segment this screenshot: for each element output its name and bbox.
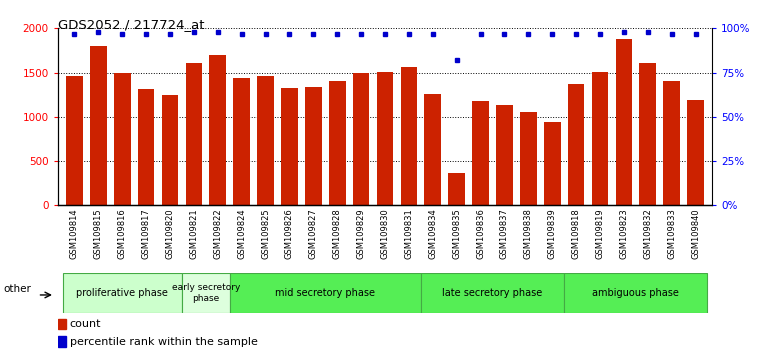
Bar — [138, 90, 155, 205]
Bar — [182, 273, 229, 313]
Text: GDS2052 / 217724_at: GDS2052 / 217724_at — [58, 18, 204, 31]
Bar — [209, 55, 226, 205]
Bar — [472, 101, 489, 205]
Text: percentile rank within the sample: percentile rank within the sample — [69, 337, 257, 347]
Bar — [400, 67, 417, 205]
Bar — [305, 87, 322, 205]
Text: GSM109818: GSM109818 — [571, 209, 581, 259]
Text: GSM109832: GSM109832 — [643, 209, 652, 259]
Bar — [615, 39, 632, 205]
Text: GSM109821: GSM109821 — [189, 209, 199, 259]
Text: GSM109828: GSM109828 — [333, 209, 342, 259]
Bar — [66, 76, 83, 205]
Text: GSM109825: GSM109825 — [261, 209, 270, 259]
Text: GSM109839: GSM109839 — [547, 209, 557, 259]
Text: GSM109836: GSM109836 — [476, 209, 485, 259]
Text: mid secretory phase: mid secretory phase — [276, 288, 375, 298]
Bar — [329, 81, 346, 205]
Text: late secretory phase: late secretory phase — [443, 288, 543, 298]
Bar — [62, 273, 182, 313]
Text: GSM109830: GSM109830 — [380, 209, 390, 259]
Text: GSM109835: GSM109835 — [452, 209, 461, 259]
Bar — [421, 273, 564, 313]
Bar — [564, 273, 708, 313]
Text: early secretory
phase: early secretory phase — [172, 283, 240, 303]
Text: GSM109833: GSM109833 — [667, 209, 676, 259]
Bar — [90, 46, 107, 205]
Text: GSM109822: GSM109822 — [213, 209, 223, 259]
Bar — [448, 172, 465, 205]
Bar — [496, 105, 513, 205]
Bar — [257, 76, 274, 205]
Bar — [377, 72, 393, 205]
Bar — [58, 336, 65, 347]
Text: GSM109831: GSM109831 — [404, 209, 413, 259]
Text: GSM109814: GSM109814 — [70, 209, 79, 259]
Bar — [281, 88, 298, 205]
Text: GSM109829: GSM109829 — [357, 209, 366, 259]
Bar — [663, 81, 680, 205]
Text: GSM109823: GSM109823 — [619, 209, 628, 259]
Bar — [229, 273, 421, 313]
Text: GSM109827: GSM109827 — [309, 209, 318, 259]
Text: GSM109837: GSM109837 — [500, 209, 509, 259]
Text: GSM109840: GSM109840 — [691, 209, 700, 259]
Bar — [544, 122, 561, 205]
Bar — [233, 78, 250, 205]
Text: GSM109817: GSM109817 — [142, 209, 151, 259]
Bar — [114, 73, 131, 205]
Bar — [591, 72, 608, 205]
Text: GSM109819: GSM109819 — [595, 209, 604, 259]
Text: GSM109838: GSM109838 — [524, 209, 533, 259]
Text: GSM109815: GSM109815 — [94, 209, 103, 259]
Text: count: count — [69, 319, 101, 329]
Text: GSM109826: GSM109826 — [285, 209, 294, 259]
Text: GSM109834: GSM109834 — [428, 209, 437, 259]
Bar — [186, 63, 203, 205]
Text: GSM109816: GSM109816 — [118, 209, 127, 259]
Bar — [567, 84, 584, 205]
Bar — [520, 112, 537, 205]
Bar — [353, 74, 370, 205]
Bar — [687, 99, 704, 205]
Bar — [58, 319, 65, 329]
Bar — [424, 94, 441, 205]
Bar — [639, 63, 656, 205]
Text: GSM109824: GSM109824 — [237, 209, 246, 259]
Bar — [162, 95, 179, 205]
Text: GSM109820: GSM109820 — [166, 209, 175, 259]
Text: ambiguous phase: ambiguous phase — [592, 288, 679, 298]
Text: proliferative phase: proliferative phase — [76, 288, 168, 298]
Text: other: other — [3, 284, 31, 294]
